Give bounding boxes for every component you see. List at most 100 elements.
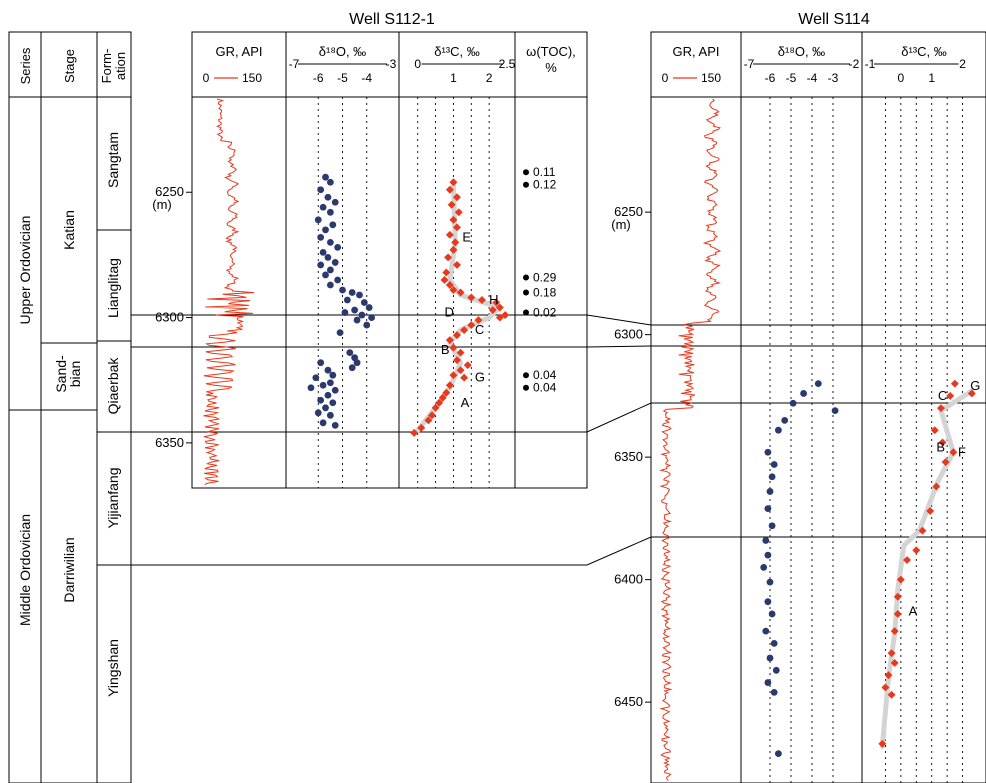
d18o-point <box>800 390 807 397</box>
toc-point <box>523 384 529 391</box>
d13c-point <box>488 306 497 315</box>
d18o-point <box>789 399 797 407</box>
panel-frame <box>650 31 986 783</box>
d13c-track-title: δ¹³C, ‰ <box>901 44 947 59</box>
d13c-point <box>445 381 454 390</box>
d18o-point <box>348 289 356 296</box>
d18o-point <box>764 448 772 456</box>
d13c-point <box>930 426 939 435</box>
d18o-point <box>770 639 778 647</box>
strat-column <box>8 31 132 783</box>
d18o-point <box>341 309 349 316</box>
d13c-point <box>460 373 469 382</box>
d13c-event-label: G <box>475 370 485 385</box>
d18o-tick-label: -3 <box>828 71 839 85</box>
d18o-point <box>319 381 327 389</box>
d18o-scale-min: -7 <box>744 57 755 71</box>
d18o-point <box>319 419 327 427</box>
d13c-point <box>467 293 476 302</box>
depth-tick-label: 6400 <box>614 572 643 587</box>
d13c-scale-max: 2 <box>959 57 966 71</box>
d13c-trend-line <box>415 179 503 433</box>
gr-track-title: GR, API <box>216 44 263 59</box>
d18o-point <box>324 366 332 374</box>
d18o-point <box>348 364 356 372</box>
d18o-point <box>329 371 337 379</box>
series-header: Series <box>18 47 33 84</box>
d13c-point <box>440 276 449 284</box>
panel-frame <box>191 31 588 489</box>
d13c-point <box>456 366 465 375</box>
d13c-point <box>445 185 454 194</box>
toc-value-label: 0.11 <box>533 165 556 179</box>
well-s112-1-title: Well S112-1 <box>349 11 435 28</box>
d18o-point <box>307 384 315 392</box>
toc-point <box>523 169 529 176</box>
stage-darriwilian: Darriwilian <box>61 537 77 602</box>
toc-value-label: 0.02 <box>533 306 557 320</box>
d18o-point <box>351 306 359 314</box>
d18o-point <box>356 291 363 299</box>
d18o-point <box>768 473 776 481</box>
d18o-point <box>339 286 346 294</box>
d13c-event-label: G <box>970 378 980 393</box>
d13c-track-title: δ¹³C, ‰ <box>434 44 480 59</box>
d18o-point <box>768 522 776 530</box>
d13c-point <box>445 230 454 239</box>
d18o-point <box>764 598 772 606</box>
toc-value-label: 0.12 <box>533 178 557 192</box>
correlation-line <box>131 402 986 433</box>
gr-scale-max: 150 <box>242 71 262 85</box>
formation-qiaerbak: Qiaerbak <box>105 357 121 415</box>
d18o-point <box>764 505 772 512</box>
d18o-point <box>781 417 789 424</box>
d13c-point <box>453 331 461 340</box>
toc-point <box>523 274 529 281</box>
d13c-point <box>456 288 465 297</box>
d18o-point <box>353 359 361 367</box>
d18o-point <box>326 266 334 274</box>
d13c-point <box>887 649 896 658</box>
d13c-point <box>428 411 436 420</box>
depth-tick-label: 6300 <box>614 327 643 342</box>
toc-value-label: 0.04 <box>533 381 557 395</box>
d13c-point <box>456 348 465 357</box>
d18o-point <box>814 380 822 388</box>
d13c-event-label: B <box>936 439 945 454</box>
d18o-point <box>326 238 334 246</box>
d13c-point <box>938 438 947 447</box>
d18o-tick-label: -5 <box>786 71 797 85</box>
d13c-tick-label: 0 <box>898 71 905 85</box>
d18o-point <box>775 426 782 434</box>
d18o-point <box>368 314 375 321</box>
formation-header-line1: Form- <box>99 49 114 84</box>
d18o-point <box>331 386 339 394</box>
depth-tick-label: 6300 <box>155 310 184 325</box>
d13c-point <box>410 428 419 437</box>
d18o-point <box>770 688 778 696</box>
d18o-point <box>317 359 325 367</box>
d13c-point <box>492 298 501 307</box>
d18o-point <box>322 226 329 234</box>
d13c-point <box>495 313 504 322</box>
formation-header-line2: ation <box>113 52 128 80</box>
strat-labels: Upper Ordovician Middle Ordovician Katia… <box>17 132 121 697</box>
d18o-point <box>322 271 329 279</box>
stage-sandbian-line1: Sand- <box>53 355 69 393</box>
d18o-point <box>326 379 334 387</box>
well-s114-panel: 6250(m) 6300 6350 6400 6450 GR, API 0 150 δ¹⁸O, … <box>611 31 986 783</box>
gr-scale-min: 0 <box>203 71 210 85</box>
well-s114-title: Well S114 <box>798 11 870 28</box>
gr-log-curve <box>203 98 255 486</box>
d18o-point <box>326 178 334 186</box>
d18o-point <box>322 404 329 412</box>
d18o-scale-max: -2 <box>849 57 860 71</box>
d13c-point <box>912 546 921 555</box>
d18o-point <box>317 186 325 194</box>
d13c-point <box>460 326 469 335</box>
series-upper-ordovician: Upper Ordovician <box>17 216 33 325</box>
depth-tick-label: 6250 <box>155 184 184 199</box>
d18o-point <box>334 276 342 284</box>
d18o-point <box>317 396 325 404</box>
